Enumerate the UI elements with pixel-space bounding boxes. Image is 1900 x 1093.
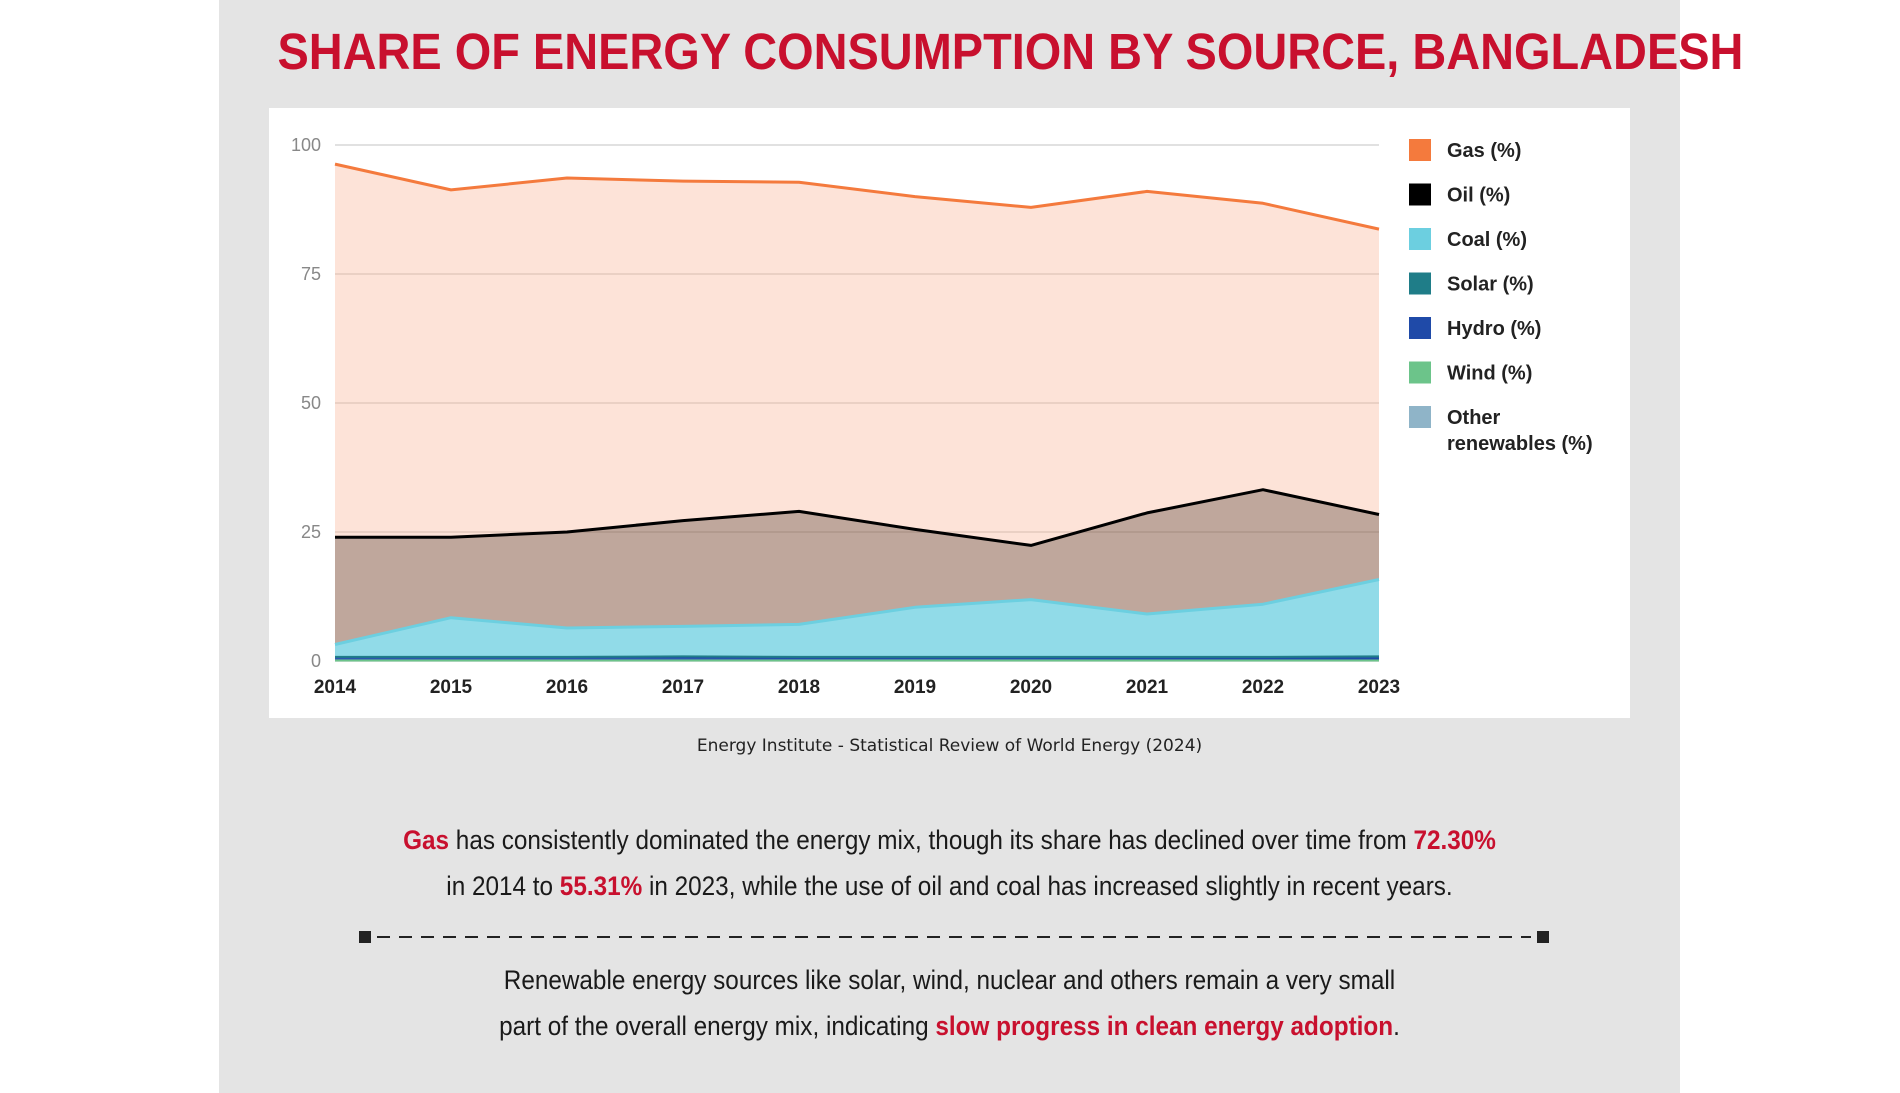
- area-gas: [335, 164, 1379, 546]
- x-tick-label: 2016: [546, 677, 588, 698]
- legend-label: Solar (%): [1447, 274, 1534, 296]
- source-caption: Energy Institute - Statistical Review of…: [696, 736, 1203, 756]
- legend-swatch-coal: [1409, 228, 1431, 250]
- x-tick-label: 2023: [1358, 677, 1400, 698]
- y-tick-label: 25: [301, 522, 321, 542]
- legend-label: renewables (%): [1447, 433, 1593, 455]
- line-oil: [335, 488, 1380, 547]
- y-tick-label: 50: [301, 393, 321, 413]
- legend-label: Hydro (%): [1447, 318, 1541, 340]
- legend-swatch-solar: [1409, 272, 1431, 295]
- text-span: part of the overall energy mix, indicati…: [499, 1011, 936, 1041]
- y-tick-label: 0: [311, 651, 321, 671]
- legend-swatch-gas: [1409, 139, 1431, 161]
- legend-item-gas: Gas (%): [1409, 139, 1521, 162]
- x-tick-label: 2018: [778, 677, 820, 698]
- legend-label: Coal (%): [1447, 229, 1527, 251]
- legend-item-wind: Wind (%): [1409, 361, 1532, 385]
- highlight-2014-share: 72.30%: [1413, 825, 1496, 855]
- y-tick-label: 100: [291, 135, 321, 155]
- x-tick-label: 2015: [430, 677, 473, 698]
- x-tick-label: 2021: [1126, 677, 1169, 698]
- area-coal: [335, 579, 1379, 657]
- dashed-divider: [359, 931, 1549, 943]
- x-tick-label: 2020: [1010, 677, 1052, 698]
- legend-swatch-hydro: [1409, 317, 1431, 339]
- highlight-2023-share: 55.31%: [559, 871, 643, 901]
- line-gas: [334, 162, 1380, 231]
- legend-item-solar: Solar (%): [1409, 272, 1534, 296]
- highlight-slow-progress: slow progress in clean energy adoption: [935, 1011, 1394, 1041]
- legend-item-hydro: Hydro (%): [1409, 317, 1541, 340]
- legend-label: Other: [1447, 407, 1501, 429]
- text-span: .: [1393, 1011, 1400, 1041]
- y-tick-label: 75: [301, 264, 321, 284]
- legend-label: Gas (%): [1447, 140, 1521, 162]
- x-tick-label: 2022: [1242, 677, 1284, 698]
- line-solar: [335, 655, 1380, 658]
- legend-item-other: Other renewables (%): [1409, 406, 1593, 455]
- text-span: in 2014 to: [446, 871, 560, 901]
- summary-paragraph: Gas has consistently dominated the energ…: [292, 817, 1607, 909]
- highlight-gas: Gas: [403, 825, 450, 855]
- text-span: in 2023, while the use of oil and coal h…: [642, 871, 1453, 901]
- area-oil: [335, 489, 1379, 645]
- infographic-panel: SHARE OF ENERGY CONSUMPTION BY SOURCE, B…: [219, 0, 1744, 1093]
- legend-swatch-wind: [1409, 361, 1431, 384]
- line-coal: [334, 578, 1380, 646]
- legend-item-oil: Oil (%): [1409, 183, 1510, 207]
- area-chart: 0 25 50 75 100 2014 2015 2016 2017 2018 2019 2020 20…: [291, 135, 1593, 698]
- text-span: has consistently dominated the energy mi…: [449, 825, 1414, 855]
- legend-swatch-other: [1409, 406, 1431, 428]
- text-span: Renewable energy sources like solar, win…: [503, 965, 1396, 995]
- x-tick-label: 2019: [894, 677, 936, 698]
- renewables-paragraph: Renewable energy sources like solar, win…: [292, 957, 1607, 1049]
- page-title: SHARE OF ENERGY CONSUMPTION BY SOURCE, B…: [277, 23, 1744, 80]
- chart-container: 0 25 50 75 100 2014 2015 2016 2017 2018 2019 2020 20…: [269, 108, 1630, 718]
- legend-label: Wind (%): [1447, 363, 1532, 385]
- legend-label: Oil (%): [1447, 185, 1510, 207]
- x-tick-label: 2014: [314, 677, 357, 698]
- x-tick-label: 2017: [662, 677, 704, 698]
- legend-item-coal: Coal (%): [1409, 228, 1527, 251]
- legend-swatch-oil: [1409, 183, 1431, 206]
